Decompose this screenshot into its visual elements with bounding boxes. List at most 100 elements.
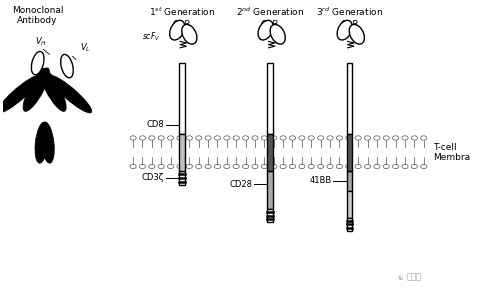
Ellipse shape <box>308 164 314 169</box>
Bar <box>179 63 185 134</box>
Ellipse shape <box>280 136 286 140</box>
Ellipse shape <box>186 136 192 140</box>
Ellipse shape <box>336 136 342 140</box>
Ellipse shape <box>224 136 230 140</box>
Ellipse shape <box>31 52 44 75</box>
Ellipse shape <box>48 75 92 113</box>
Ellipse shape <box>374 136 380 140</box>
Ellipse shape <box>168 164 174 169</box>
Ellipse shape <box>242 164 249 169</box>
Ellipse shape <box>215 136 221 140</box>
Ellipse shape <box>158 164 164 169</box>
Ellipse shape <box>308 136 314 140</box>
Ellipse shape <box>158 136 164 140</box>
Bar <box>347 218 352 231</box>
Ellipse shape <box>139 164 145 169</box>
Ellipse shape <box>252 136 258 140</box>
Text: 2$^{nd}$ Generation
CAR: 2$^{nd}$ Generation CAR <box>236 6 304 28</box>
Ellipse shape <box>420 136 427 140</box>
Bar <box>179 171 185 185</box>
Text: V$_H$: V$_H$ <box>35 36 47 48</box>
Text: ☯: ☯ <box>397 275 404 281</box>
Ellipse shape <box>261 164 267 169</box>
Ellipse shape <box>280 164 286 169</box>
Ellipse shape <box>40 68 66 111</box>
Ellipse shape <box>186 164 192 169</box>
Ellipse shape <box>318 164 324 169</box>
Ellipse shape <box>169 20 185 40</box>
Ellipse shape <box>393 164 399 169</box>
Ellipse shape <box>182 24 197 44</box>
Bar <box>267 209 273 222</box>
Text: 药启程: 药启程 <box>407 272 422 281</box>
Ellipse shape <box>252 164 258 169</box>
Ellipse shape <box>411 164 418 169</box>
Ellipse shape <box>402 164 408 169</box>
Ellipse shape <box>299 164 305 169</box>
Ellipse shape <box>0 75 41 113</box>
Text: CD3ζ: CD3ζ <box>142 173 164 182</box>
Text: scF$_V$: scF$_V$ <box>143 30 161 43</box>
Ellipse shape <box>327 164 333 169</box>
Ellipse shape <box>402 136 408 140</box>
Ellipse shape <box>346 164 352 169</box>
Bar <box>267 63 273 134</box>
Ellipse shape <box>224 164 230 169</box>
Bar <box>267 171 273 209</box>
Ellipse shape <box>196 164 202 169</box>
Ellipse shape <box>270 24 285 44</box>
Bar <box>347 63 352 134</box>
Bar <box>179 134 185 171</box>
Text: Monoclonal
Antibody: Monoclonal Antibody <box>12 6 63 25</box>
Ellipse shape <box>349 24 364 44</box>
Ellipse shape <box>35 122 49 163</box>
Ellipse shape <box>196 136 202 140</box>
Ellipse shape <box>215 164 221 169</box>
Ellipse shape <box>364 164 371 169</box>
Bar <box>347 134 352 171</box>
Text: CD8: CD8 <box>146 121 164 130</box>
Ellipse shape <box>289 136 296 140</box>
Ellipse shape <box>23 68 49 111</box>
Ellipse shape <box>327 136 333 140</box>
Ellipse shape <box>355 164 361 169</box>
Ellipse shape <box>337 20 352 40</box>
Ellipse shape <box>364 136 371 140</box>
Ellipse shape <box>233 164 240 169</box>
Text: V$_L$: V$_L$ <box>80 42 90 54</box>
Ellipse shape <box>336 164 342 169</box>
Ellipse shape <box>271 164 277 169</box>
Ellipse shape <box>177 136 183 140</box>
Ellipse shape <box>374 164 380 169</box>
Bar <box>347 191 352 218</box>
Ellipse shape <box>205 136 211 140</box>
Ellipse shape <box>271 136 277 140</box>
Ellipse shape <box>177 164 183 169</box>
Ellipse shape <box>383 164 389 169</box>
Ellipse shape <box>242 136 249 140</box>
Ellipse shape <box>205 164 211 169</box>
Ellipse shape <box>130 136 136 140</box>
Ellipse shape <box>40 122 54 163</box>
Ellipse shape <box>383 136 389 140</box>
Text: CD28: CD28 <box>229 179 252 188</box>
Ellipse shape <box>149 164 155 169</box>
Ellipse shape <box>299 136 305 140</box>
Ellipse shape <box>130 164 136 169</box>
Ellipse shape <box>420 164 427 169</box>
Ellipse shape <box>346 136 352 140</box>
Bar <box>347 171 352 191</box>
Ellipse shape <box>355 136 361 140</box>
Ellipse shape <box>168 136 174 140</box>
Ellipse shape <box>289 164 296 169</box>
Text: 3$^{rd}$ Generation
CAR: 3$^{rd}$ Generation CAR <box>316 6 383 28</box>
Ellipse shape <box>60 54 73 78</box>
Ellipse shape <box>233 136 240 140</box>
Text: 1$^{st}$ Generation
CAR: 1$^{st}$ Generation CAR <box>149 6 215 28</box>
Bar <box>267 134 273 171</box>
Text: 41BB: 41BB <box>310 176 332 185</box>
Ellipse shape <box>318 136 324 140</box>
Ellipse shape <box>393 136 399 140</box>
Ellipse shape <box>411 136 418 140</box>
Ellipse shape <box>258 20 273 40</box>
